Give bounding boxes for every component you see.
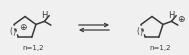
Text: (: ( [136,27,139,36]
Text: ): ) [139,28,143,37]
Text: ): ) [12,28,15,37]
Text: H: H [41,11,48,20]
Text: ⊕: ⊕ [177,15,184,24]
Text: H: H [168,11,175,20]
Text: ⊕: ⊕ [19,22,27,32]
Text: n=1,2: n=1,2 [22,44,44,50]
Text: (: ( [9,27,12,36]
Text: n=1,2: n=1,2 [149,44,171,50]
